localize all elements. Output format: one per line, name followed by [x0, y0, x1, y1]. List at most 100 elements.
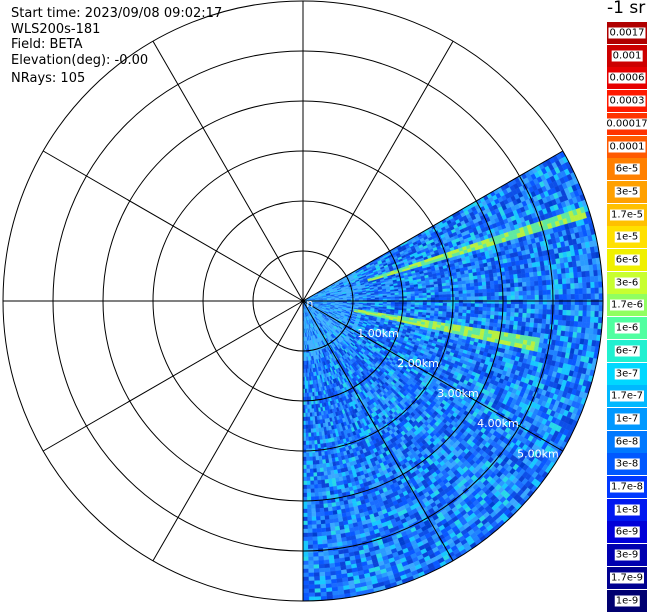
data-cell	[462, 313, 466, 317]
data-cell	[543, 285, 547, 290]
data-cell	[531, 291, 535, 296]
data-cell	[411, 305, 415, 307]
data-cell	[526, 313, 530, 318]
data-cell	[426, 288, 430, 291]
data-cell	[517, 269, 522, 274]
data-cell	[489, 273, 494, 277]
data-cell	[462, 287, 466, 291]
data-cell	[581, 266, 586, 272]
data-cell	[578, 283, 582, 289]
data-cell	[553, 330, 558, 336]
data-cell	[547, 295, 551, 300]
data-cell	[586, 322, 591, 328]
data-cell	[458, 288, 462, 291]
data-cell	[559, 284, 563, 289]
data-cell	[553, 269, 558, 275]
data-cell	[538, 276, 542, 281]
data-cell	[518, 313, 522, 318]
data-cell	[545, 324, 550, 329]
data-cell	[395, 299, 399, 301]
data-cell	[466, 287, 470, 291]
data-cell	[399, 302, 403, 304]
data-cell	[537, 323, 542, 328]
data-cell	[479, 304, 483, 308]
data-cell	[523, 287, 527, 292]
data-cell	[579, 305, 583, 311]
data-cell	[503, 304, 507, 308]
data-cell	[574, 316, 578, 322]
data-cell	[507, 296, 511, 300]
data-cell	[447, 297, 451, 300]
data-cell	[517, 326, 522, 331]
data-cell	[490, 277, 494, 281]
data-cell	[494, 281, 498, 285]
data-cell	[594, 323, 599, 329]
data-cell	[563, 294, 567, 299]
data-cell	[443, 297, 447, 300]
data-cell	[559, 300, 563, 305]
data-cell	[578, 322, 582, 328]
data-cell	[509, 325, 513, 330]
data-cell	[483, 304, 487, 308]
data-cell	[595, 300, 599, 306]
data-cell	[459, 310, 463, 313]
data-cell	[492, 269, 497, 273]
data-cell	[574, 283, 578, 289]
data-cell	[570, 316, 574, 322]
data-cell	[467, 304, 471, 307]
data-cell	[527, 309, 531, 314]
data-cell	[407, 294, 411, 296]
data-cell	[447, 294, 451, 297]
data-cell	[526, 277, 530, 282]
data-cell	[415, 291, 419, 294]
data-cell	[447, 303, 451, 306]
data-cell	[415, 298, 419, 300]
data-cell	[521, 326, 526, 331]
data-cell	[439, 289, 443, 292]
data-cell	[538, 319, 542, 324]
data-cell	[459, 291, 463, 294]
data-cell	[543, 309, 547, 314]
data-cell	[594, 276, 598, 282]
data-cell	[561, 326, 566, 332]
data-cell	[582, 277, 586, 283]
data-cell	[466, 317, 470, 321]
data-cell	[470, 320, 474, 324]
data-cell	[495, 288, 499, 292]
data-cell	[483, 311, 487, 315]
data-cell	[427, 305, 431, 308]
data-cell	[562, 273, 567, 279]
data-cell	[419, 298, 423, 300]
data-cell	[591, 305, 595, 311]
data-cell	[494, 319, 498, 323]
data-cell	[411, 296, 415, 298]
data-cell	[519, 296, 523, 300]
data-cell	[423, 291, 427, 294]
data-cell	[473, 276, 477, 280]
data-cell	[431, 306, 435, 309]
data-cell	[391, 299, 395, 301]
data-cell	[585, 265, 590, 271]
data-cell	[513, 325, 518, 330]
data-cell	[517, 274, 522, 279]
data-cell	[482, 315, 486, 319]
data-cell	[495, 308, 499, 312]
data-cell	[579, 311, 583, 317]
data-cell	[455, 303, 459, 306]
data-cell	[458, 316, 462, 320]
data-cell	[510, 317, 514, 322]
data-cell	[482, 278, 486, 282]
data-cell	[407, 303, 411, 305]
data-cell	[511, 304, 515, 308]
data-cell	[387, 295, 391, 297]
data-cell	[423, 310, 427, 313]
data-cell	[459, 297, 463, 300]
data-cell	[466, 313, 470, 317]
data-cell	[585, 271, 590, 277]
data-cell	[567, 305, 571, 311]
data-cell	[521, 269, 526, 274]
data-cell	[439, 303, 443, 306]
data-cell	[530, 277, 534, 282]
data-cell	[511, 287, 515, 291]
